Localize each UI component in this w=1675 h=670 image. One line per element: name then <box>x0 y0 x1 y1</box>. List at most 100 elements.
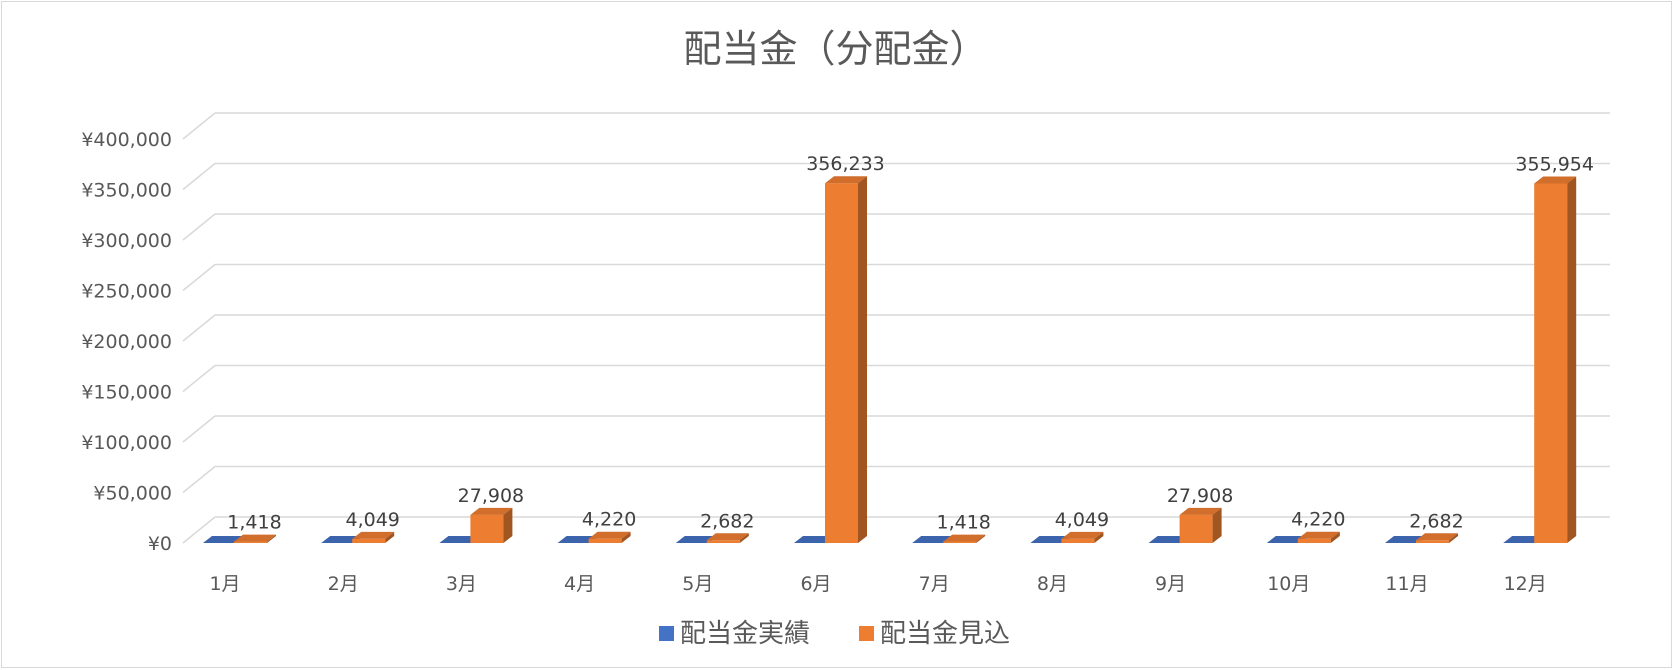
x-tick-label: 1月 <box>209 573 240 595</box>
bar-forecast <box>706 533 749 543</box>
x-tick-label: 12月 <box>1504 573 1547 595</box>
bar-forecast-side <box>858 176 867 544</box>
bar-forecast-front <box>588 538 622 543</box>
bar-forecast-front <box>470 514 504 543</box>
gridline-slant <box>182 364 216 393</box>
data-label: 4,220 <box>582 509 636 531</box>
gridline-slant <box>182 263 216 292</box>
bar-forecast-side <box>267 534 276 543</box>
x-tick-label: 11月 <box>1385 573 1428 595</box>
bar-forecast-side <box>739 533 749 543</box>
bar-forecast-side <box>1567 176 1577 544</box>
data-label: 4,049 <box>345 509 399 531</box>
bar-forecast-front <box>1179 514 1213 543</box>
bar-forecast-side <box>385 531 395 543</box>
bar-forecast-front <box>1534 183 1568 544</box>
legend-swatch <box>859 626 874 641</box>
data-label: 4,049 <box>1055 509 1109 531</box>
bar-forecast-front <box>706 540 740 543</box>
data-label: 2,682 <box>700 510 754 532</box>
gridline-slant <box>182 415 216 443</box>
data-label: 355,954 <box>1515 153 1594 175</box>
x-tick-label: 2月 <box>328 573 359 595</box>
legend-label: 配当金見込 <box>880 619 1010 649</box>
gridlines <box>182 112 1610 544</box>
y-tick-label: ¥50,000 <box>93 483 172 505</box>
bar-forecast-top <box>1061 531 1104 539</box>
bar-forecast <box>943 534 986 543</box>
bar-forecast-front <box>825 183 858 544</box>
bar-forecast-side <box>1212 507 1222 543</box>
bar-forecast-top <box>825 176 867 184</box>
bar-forecast <box>1416 533 1458 543</box>
bar-forecast-side <box>1449 533 1458 543</box>
y-tick-label: ¥350,000 <box>81 180 172 202</box>
gridline-slant <box>182 314 216 342</box>
x-tick-label: 4月 <box>564 573 595 595</box>
legend-swatch <box>659 626 674 641</box>
y-tick-label: ¥250,000 <box>81 281 172 303</box>
bar-forecast <box>588 531 631 543</box>
bar-forecast <box>470 507 513 543</box>
y-tick-label: ¥200,000 <box>81 331 172 353</box>
bar-forecast-top <box>588 531 631 539</box>
bar-forecast-top <box>352 531 395 539</box>
bar-forecast-top <box>706 533 749 541</box>
gridline-slant <box>182 162 216 191</box>
bar-forecast <box>1297 531 1340 543</box>
x-tick-label: 5月 <box>682 573 713 595</box>
bar-forecast-top <box>1179 507 1222 515</box>
y-tick-label: ¥0 <box>148 533 172 555</box>
gridline-slant <box>182 213 216 241</box>
data-label: 4,220 <box>1291 509 1345 531</box>
gridline-slant <box>182 112 216 140</box>
y-tick-label: ¥300,000 <box>81 230 172 252</box>
y-tick-label: ¥150,000 <box>81 382 172 404</box>
y-tick-label: ¥400,000 <box>81 129 172 151</box>
data-label: 1,418 <box>936 512 990 534</box>
bar-forecast-front <box>1416 540 1449 543</box>
y-tick-label: ¥100,000 <box>81 432 172 454</box>
bar-forecast-side <box>1330 531 1340 543</box>
bar-forecast-front <box>234 541 267 543</box>
x-axis: 1月 2月 3月 4月 5月 6月 7月 8月 9月 10月 11月 12月 <box>209 573 1546 595</box>
bar-forecast-front <box>943 541 977 543</box>
bar-forecast-side <box>976 534 986 543</box>
x-tick-label: 8月 <box>1037 573 1068 595</box>
bar-forecast <box>234 534 276 543</box>
legend: 配当金実績 配当金見込 <box>659 619 1010 649</box>
y-axis: ¥0 ¥50,000 ¥100,000 ¥150,000 ¥200,000 ¥250,00… <box>81 129 172 555</box>
bar-forecast <box>352 531 395 543</box>
bar-forecast-top <box>1534 176 1577 184</box>
legend-label: 配当金実績 <box>680 619 810 649</box>
data-label: 27,908 <box>1167 485 1233 507</box>
data-label: 1,418 <box>227 512 281 534</box>
data-label: 2,682 <box>1409 510 1463 532</box>
gridline-slant <box>182 465 216 494</box>
bar-forecast <box>1534 176 1577 544</box>
chart-title: 配当金（分配金） <box>683 27 987 71</box>
bar-forecast <box>1061 531 1104 543</box>
bar-forecast-top <box>943 534 986 542</box>
bar-forecast-front <box>1061 538 1095 543</box>
data-labels: 1,418 4,049 27,908 4,220 2,682 356,233 1,418 4,… <box>227 153 1594 533</box>
x-tick-label: 9月 <box>1155 573 1186 595</box>
bar-forecast-top <box>1416 533 1458 541</box>
bar-forecast-top <box>234 534 276 542</box>
bar-forecast-top <box>470 507 513 515</box>
data-label: 27,908 <box>458 485 524 507</box>
bar-forecast <box>1179 507 1222 543</box>
bar-forecast <box>825 176 867 544</box>
x-tick-label: 6月 <box>800 573 831 595</box>
bar-forecast-side <box>1094 531 1104 543</box>
x-tick-label: 3月 <box>446 573 477 595</box>
bar-forecast-front <box>1297 538 1331 543</box>
data-label: 356,233 <box>806 153 885 175</box>
bar-forecast-side <box>503 507 513 543</box>
x-tick-label: 10月 <box>1267 573 1310 595</box>
bar-forecast-front <box>352 538 386 543</box>
gridline-slant <box>182 516 216 544</box>
x-tick-label: 7月 <box>919 573 950 595</box>
